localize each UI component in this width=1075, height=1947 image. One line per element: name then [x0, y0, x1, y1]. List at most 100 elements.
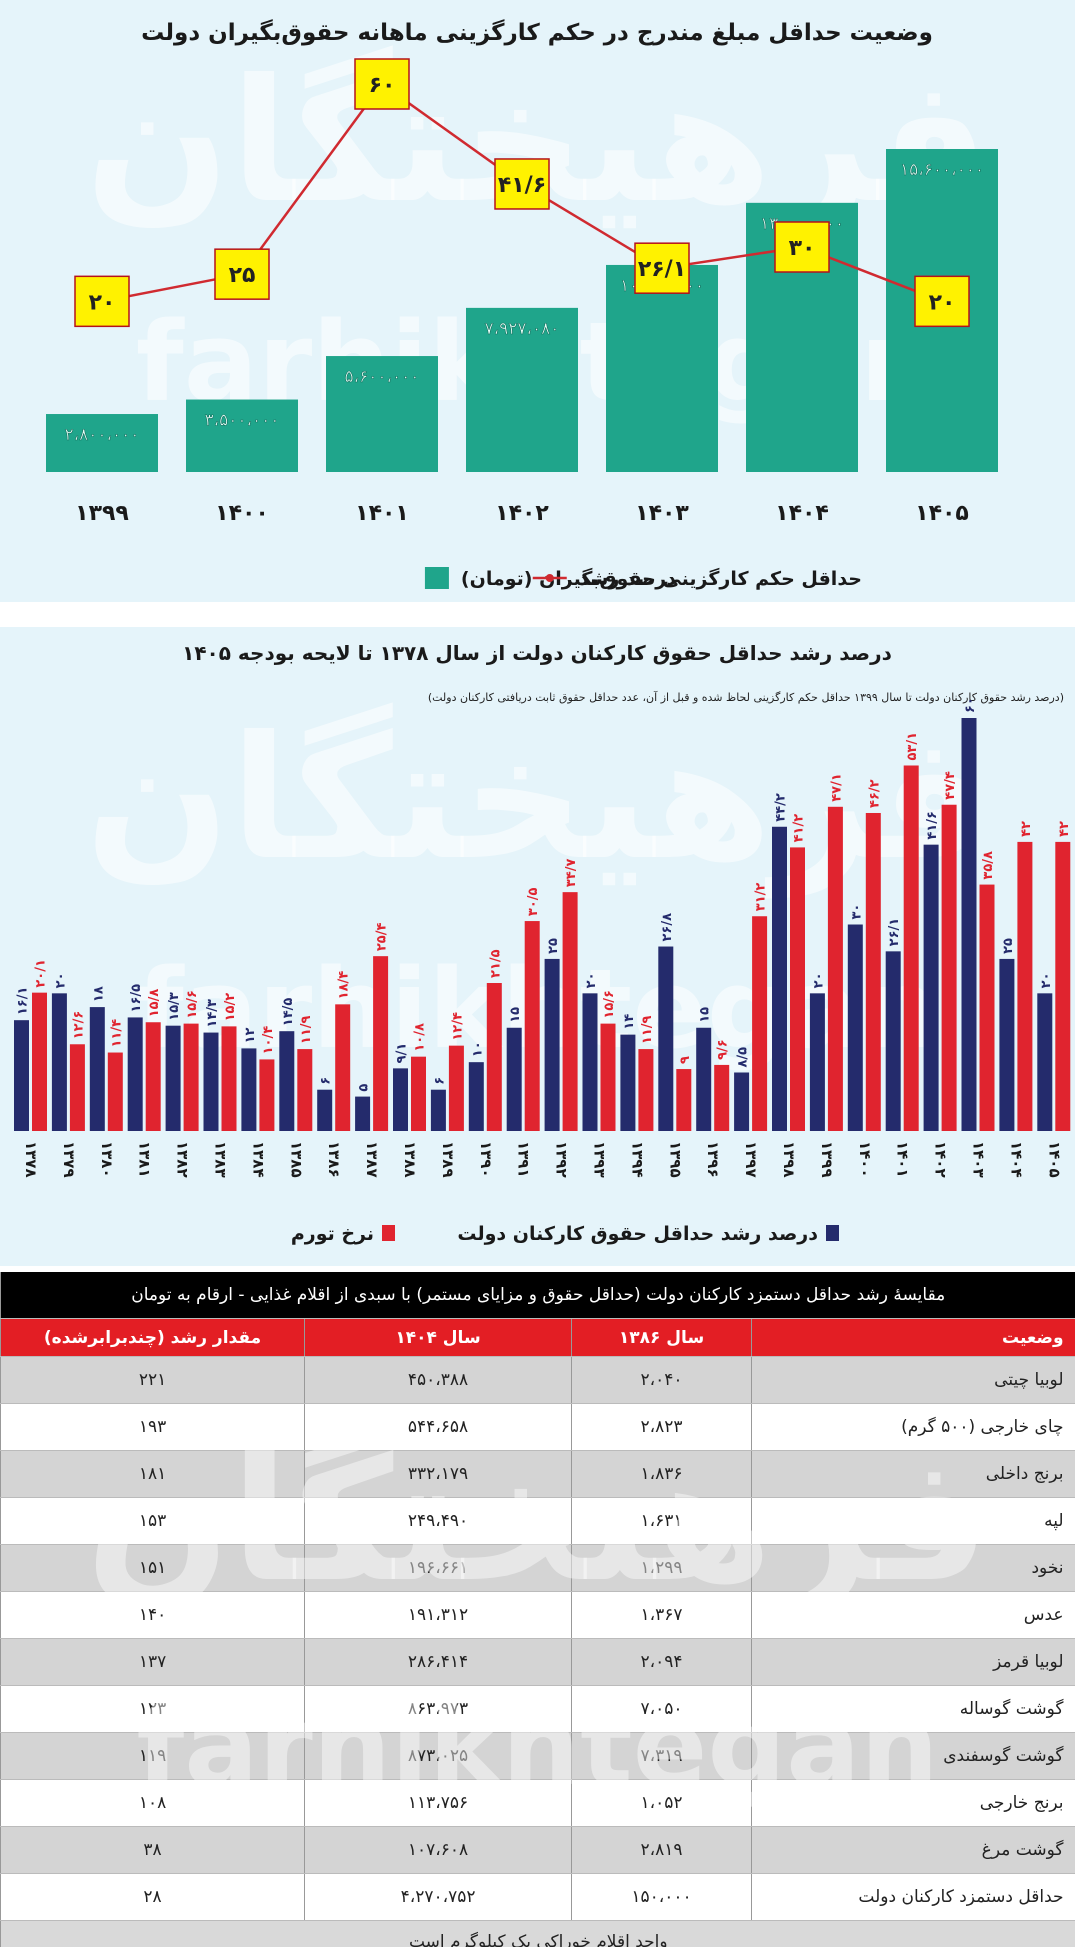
- bar-value-label: ۱۰: [470, 1041, 485, 1057]
- bar-value-label: ۱۵: [508, 1007, 523, 1023]
- x-tick-label: ۱۴۰۳: [635, 501, 689, 526]
- bar-value-label: ۱۵/۳: [167, 992, 182, 1021]
- table-cell: ۱۹۱،۳۱۲: [304, 1591, 572, 1639]
- table-cell: لوبیا قرمز: [751, 1638, 1075, 1686]
- bar-value-label: ۴۷/۱: [829, 773, 844, 802]
- table-cell: ۸۶۳،۹۷۳: [304, 1685, 572, 1733]
- bar-value-label: ۴۷/۴: [943, 771, 958, 800]
- table-row: گوشت گوساله ۷،۰۵۰ ۸۶۳،۹۷۳ ۱۲۳: [0, 1685, 1075, 1733]
- bar-value-label: ۹/۶: [716, 1039, 731, 1060]
- bar: [620, 1034, 636, 1131]
- table-cell: ۱۹۶،۶۶۱: [304, 1544, 572, 1592]
- bar: [923, 844, 939, 1131]
- x-tick-label: ۱۳۷۹: [60, 1141, 78, 1178]
- bar-value-label: ۹: [678, 1056, 693, 1064]
- x-tick-label: ۱۳۸۶: [325, 1141, 343, 1178]
- table-cell: ۱۵۰،۰۰۰: [571, 1873, 752, 1921]
- table-cell: ۱،۸۳۶: [571, 1450, 752, 1498]
- x-tick-label: ۱۳۸۹: [439, 1141, 457, 1178]
- table-cell: برنج داخلی: [751, 1450, 1075, 1498]
- x-tick-label: ۱۳۸۷: [363, 1141, 381, 1178]
- bar: [183, 1023, 199, 1131]
- bar-value-label: ۱۵/۶: [185, 990, 200, 1019]
- table-cell: ۱۵۱: [0, 1544, 305, 1592]
- bar-value-label: ۲۶/۸: [660, 913, 675, 942]
- bar: [165, 1025, 181, 1131]
- table-row: گوشت مرغ ۲،۸۱۹ ۱۰۷،۶۰۸ ۳۸: [0, 1826, 1075, 1874]
- bar-value-label: ۵۳/۱: [905, 732, 920, 761]
- table-cell: برنج خارجی: [751, 1779, 1075, 1827]
- table-cell: ۱،۳۶۷: [571, 1591, 752, 1639]
- x-tick-label: ۱۳۷۸: [22, 1141, 40, 1178]
- table-cell: ۱۱۹: [0, 1732, 305, 1780]
- bar: [606, 264, 718, 472]
- x-tick-label: ۱۳۹۳: [591, 1141, 609, 1178]
- bar: [466, 307, 578, 472]
- table-cell: گوشت مرغ: [751, 1826, 1075, 1874]
- bar-value-label: ۱۸: [91, 986, 106, 1002]
- table-row: لپه ۱،۶۳۱ ۲۴۹،۴۹۰ ۱۵۳: [0, 1497, 1075, 1545]
- table-row: گوشت گوسفندی ۷،۳۱۹ ۸۷۳،۰۲۵ ۱۱۹: [0, 1732, 1075, 1780]
- bar-value-label: ۴۱/۲: [792, 814, 807, 843]
- table-cell: ۲،۸۲۳: [571, 1403, 752, 1451]
- table-cell: ۲،۸۱۹: [571, 1826, 752, 1874]
- table-cell: ۱،۰۵۲: [571, 1779, 752, 1827]
- table-cell: ۴۵۰،۳۸۸: [304, 1356, 572, 1404]
- table-cell: عدس: [751, 1591, 1075, 1639]
- bar-value-label: ۲۶/۱: [887, 918, 902, 947]
- legend-label: درصد رشد حداقل حقوق کارکنان دولت: [457, 1223, 818, 1245]
- bar: [600, 1023, 616, 1131]
- bar-value-label: ۲۰: [811, 972, 826, 988]
- bar-value-label: ۹/۱: [395, 1043, 410, 1064]
- growth-value-label: ۲۰: [929, 290, 956, 315]
- comparison-table-section: مقایسهٔ رشد حداقل دستمزد کارکنان دولت (ح…: [0, 1272, 1075, 1947]
- table-row: عدس ۱،۳۶۷ ۱۹۱،۳۱۲ ۱۴۰: [0, 1591, 1075, 1639]
- x-tick-label: ۱۳۹۷: [742, 1141, 760, 1178]
- table-title: مقایسهٔ رشد حداقل دستمزد کارکنان دولت (ح…: [0, 1272, 1075, 1319]
- bar: [335, 1004, 351, 1131]
- bar: [885, 951, 901, 1131]
- x-tick-label: ۱۳۸۸: [401, 1141, 419, 1178]
- wage-inflation-chart: فرهیختگان farhikhtegan درصد رشد حداقل حق…: [0, 627, 1075, 1266]
- bar-value-label: ۱۵/۲: [223, 993, 238, 1022]
- x-tick-label: ۱۴۰۳: [970, 1141, 988, 1178]
- bar: [809, 993, 825, 1131]
- bar: [127, 1017, 143, 1131]
- table-cell: ۱۵۳: [0, 1497, 305, 1545]
- bar-value-label: ۱۴/۳: [205, 999, 220, 1028]
- table-cell: ۱۸۱: [0, 1450, 305, 1498]
- table-cell: ۸۷۳،۰۲۵: [304, 1732, 572, 1780]
- bar: [790, 847, 805, 1131]
- x-tick-label: ۱۳۹۱: [515, 1141, 533, 1178]
- table-cell: چای خارجی (۵۰۰ گرم): [751, 1403, 1075, 1451]
- legend-label: حداقل حکم کارگزینی حقوق‌بگیران (تومان): [461, 567, 862, 590]
- bar-value-label: ۱۴: [622, 1014, 637, 1030]
- bar: [317, 1089, 333, 1131]
- growth-value-label: ۳۰: [789, 236, 816, 261]
- x-tick-label: ۱۳۸۲: [174, 1141, 192, 1178]
- bar: [468, 1062, 484, 1131]
- x-tick-label: ۱۳۹۲: [553, 1141, 571, 1178]
- table-row: حداقل دستمزد کارکنان دولت ۱۵۰،۰۰۰ ۴،۲۷۰،۷۵…: [0, 1873, 1075, 1921]
- table-cell: ۷،۳۱۹: [571, 1732, 752, 1780]
- bar-value-label: ۳۵/۸: [981, 851, 996, 880]
- bar-value-label: ۱۶/۱: [16, 987, 31, 1016]
- bar-value-label: ۶۰: [963, 697, 978, 713]
- bar-value-label: ۴۲: [1057, 821, 1072, 837]
- x-tick-label: ۱۴۰۵: [1045, 1141, 1063, 1178]
- bar-value-label: ۳۰: [849, 904, 864, 920]
- table-cell: ۱۴۰: [0, 1591, 305, 1639]
- legend-label: نرخ تورم: [291, 1223, 374, 1245]
- x-tick-label: ۱۴۰۲: [932, 1141, 950, 1178]
- bar: [752, 916, 768, 1131]
- table-cell: ۱۰۸: [0, 1779, 305, 1827]
- bar: [772, 826, 787, 1131]
- x-tick-label: ۱۴۰۲: [495, 501, 549, 526]
- x-tick-label: ۱۴۰۰: [856, 1141, 874, 1178]
- chart-subtitle: (درصد رشد حقوق کارکنان دولت تا سال ۱۳۹۹ …: [428, 690, 1064, 704]
- header-row: وضعیت سال ۱۳۸۶ سال ۱۴۰۴ مقدار رشد (چندبرابر…: [0, 1318, 1075, 1357]
- bar-value-label: ۱۱/۴: [109, 1019, 124, 1048]
- bar-value-label: ۱۲/۶: [71, 1011, 86, 1040]
- bar: [279, 1031, 295, 1131]
- bar-value-label: ۳۱/۲: [754, 883, 769, 912]
